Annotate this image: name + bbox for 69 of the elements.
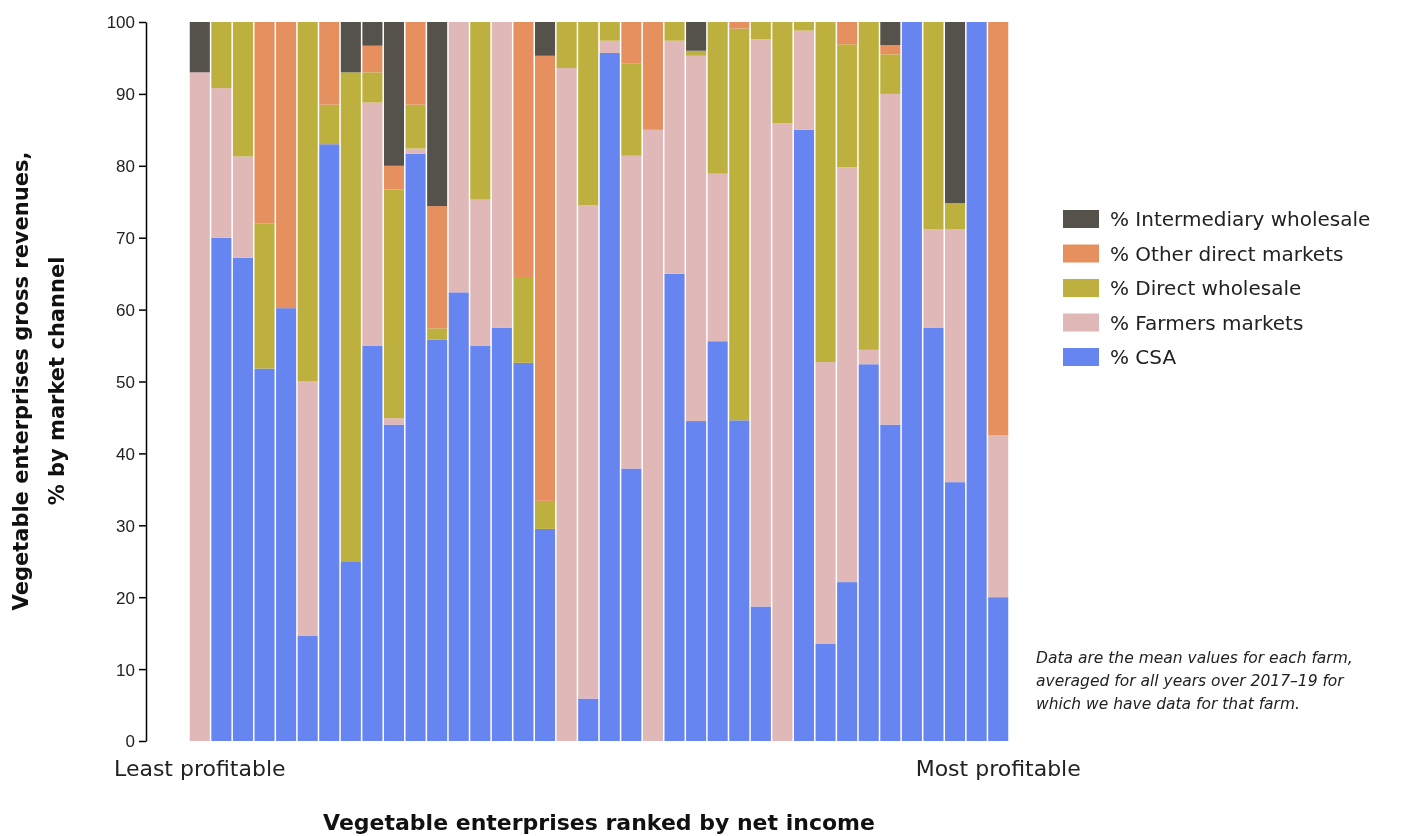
- bar: [427, 206, 448, 329]
- bar: [535, 500, 556, 529]
- bar: [405, 148, 426, 154]
- bar: [232, 22, 253, 157]
- bar: [405, 22, 426, 105]
- y-tick-label: 80: [116, 157, 135, 177]
- bar: [383, 22, 405, 166]
- bar: [599, 22, 620, 41]
- legend-label: % Direct wholesale: [1110, 276, 1302, 300]
- bar: [988, 22, 1009, 436]
- bar: [427, 22, 448, 207]
- legend-label: % CSA: [1110, 345, 1177, 369]
- y-axis-title: Vegetable enterprises gross revenues, % by market channel: [9, 151, 69, 611]
- legend-label: % Farmers markets: [1110, 310, 1304, 335]
- bar: [686, 50, 707, 56]
- bar: [383, 418, 405, 425]
- y-tick-label: 20: [116, 588, 135, 608]
- bar: [945, 22, 966, 204]
- bar: [621, 155, 642, 469]
- bar: [988, 435, 1009, 598]
- bar: [621, 22, 642, 64]
- x-axis-title: Vegetable enterprises ranked by net income: [323, 810, 875, 835]
- bar: [729, 22, 750, 29]
- text: Data are the mean values for each farm, averaged for all years over 2017–19 for which we have data for that farm.: [1036, 649, 1353, 713]
- y-tick-label: 10: [116, 660, 135, 680]
- bar: [793, 22, 815, 31]
- bar: [319, 22, 340, 105]
- y-tick-label: 0: [125, 732, 135, 752]
- legend-label: % Intermediary wholesale: [1110, 207, 1371, 231]
- bar: [297, 381, 318, 637]
- bar: [362, 102, 383, 346]
- bar: [535, 22, 556, 56]
- x-tick-label: Most profitable: [915, 756, 1081, 781]
- bar: [405, 104, 426, 149]
- bar: [427, 328, 448, 340]
- bar: [211, 237, 232, 741]
- bar: [664, 22, 685, 41]
- legend-label: % Other direct markets: [1110, 241, 1344, 266]
- bar: [362, 45, 383, 73]
- bar: [383, 165, 405, 190]
- bar: [189, 22, 210, 73]
- y-tick-label: 60: [116, 301, 135, 321]
- bar: [880, 45, 901, 55]
- bar: [232, 156, 253, 258]
- bar: [211, 22, 232, 89]
- y-tick-label: 30: [116, 516, 135, 536]
- bar: [793, 129, 815, 741]
- bar: [383, 424, 405, 741]
- bar: [686, 22, 707, 51]
- y-tick-label: 40: [116, 444, 135, 464]
- bar: [837, 22, 858, 45]
- bar: [793, 30, 815, 130]
- bar: [383, 189, 405, 419]
- bar: [470, 22, 491, 200]
- bar: [880, 22, 901, 46]
- bar: [642, 22, 663, 130]
- bar: [599, 40, 620, 53]
- y-tick-label: 90: [116, 85, 135, 105]
- y-tick-label: 50: [116, 372, 135, 392]
- bar: [621, 63, 642, 156]
- y-tick-label: 70: [116, 229, 135, 249]
- bar: [707, 173, 728, 342]
- bar: [491, 22, 512, 328]
- bar: [513, 277, 534, 363]
- x-tick-label: Least profitable: [114, 756, 286, 781]
- bar: [254, 223, 275, 369]
- bar: [578, 698, 599, 741]
- bar: [750, 606, 771, 741]
- y-tick-label: 100: [106, 13, 135, 33]
